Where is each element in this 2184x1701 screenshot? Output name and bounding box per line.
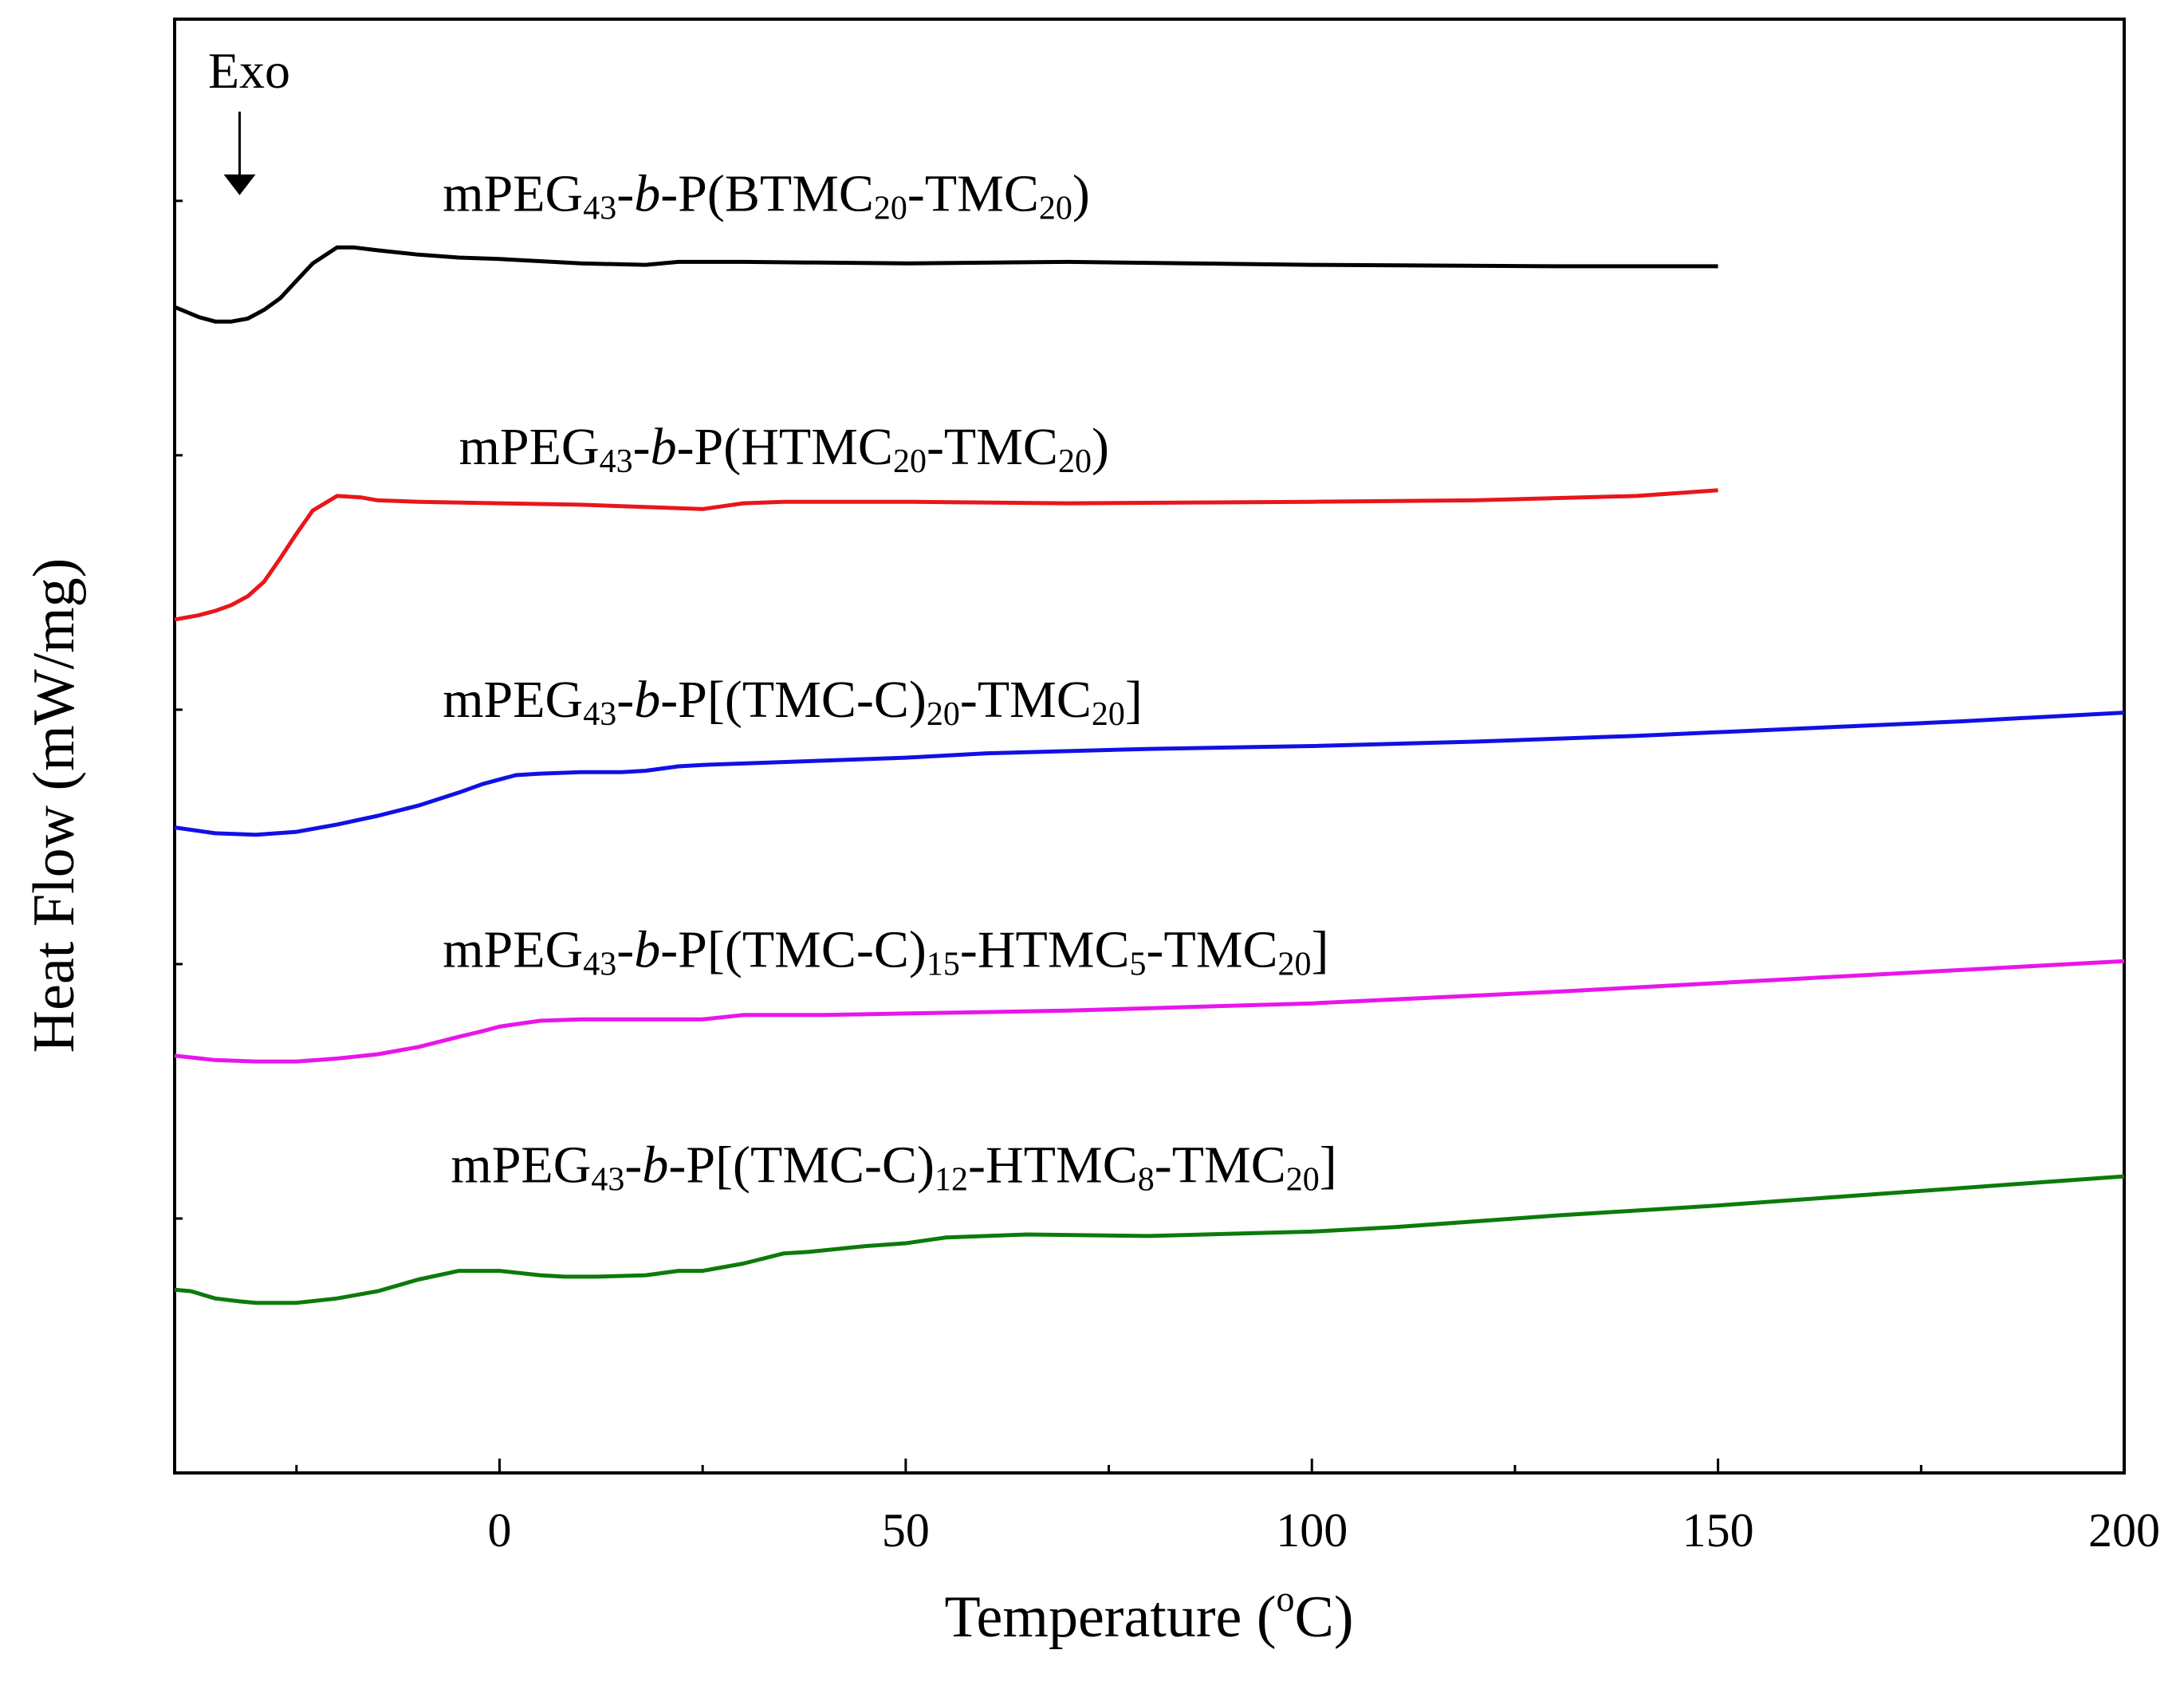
series-label-part: ] (1312, 921, 1329, 979)
series-label-part: ) (1092, 418, 1109, 476)
series-line-2 (174, 488, 1718, 622)
series-label-part: 43 (591, 1161, 624, 1198)
series-label-part: b (634, 671, 660, 729)
series-label-part: - (633, 418, 651, 476)
series-label-5: mPEG43-b-P[(TMC-C)12-HTMC8-TMC20] (451, 1136, 1336, 1198)
series-label-3: mPEG43-b-P[(TMC-C)20-TMC20] (443, 671, 1143, 733)
series-label-part: -HTMC (960, 921, 1130, 979)
series-label-part: b (634, 165, 660, 223)
x-tick-label: 100 (1276, 1504, 1348, 1557)
series-label-part: mPEG (443, 671, 583, 729)
series-line-5 (174, 1174, 2125, 1305)
series-label-part: 8 (1138, 1161, 1155, 1198)
series-label-part: -P[(TMC-C) (660, 671, 927, 729)
x-tick-label: 200 (2088, 1504, 2160, 1557)
series-label-part: mPEG (443, 921, 583, 979)
series-line-1 (174, 245, 1718, 324)
x-axis-label: Temperature (oC) (945, 1578, 1354, 1650)
series-label-part: b (651, 418, 677, 476)
series-label-part: - (616, 671, 634, 729)
series-label-part: ] (1320, 1136, 1337, 1194)
series-label-part: -P[(TMC-C) (668, 1136, 935, 1194)
series-label-part: -TMC (1155, 1136, 1286, 1194)
series-label-part: 20 (874, 191, 907, 227)
series-label-part: - (616, 165, 634, 223)
series-label-part: b (642, 1136, 668, 1194)
y-axis-label: Heat Flow (mW/mg) (22, 558, 87, 1053)
series-label-part: -TMC (1147, 921, 1278, 979)
series-label-2: mPEG43-b-P(HTMC20-TMC20) (459, 418, 1109, 480)
series-label-part: -TMC (927, 418, 1058, 476)
series-label-part: -TMC (960, 671, 1092, 729)
series-label-part: 20 (1039, 191, 1072, 227)
series-label-part: mPEG (459, 418, 600, 476)
series-label-part: 20 (1058, 443, 1092, 480)
x-tick-label: 150 (1682, 1504, 1754, 1557)
series-label-part: 43 (583, 696, 616, 733)
series-label-part: -P(BTMC (660, 165, 874, 223)
x-axis-label-main: Temperature ( (945, 1585, 1277, 1650)
series-label-part: -P[(TMC-C) (660, 921, 927, 979)
series-label-part: 5 (1130, 947, 1147, 983)
series-label-part: -P(HTMC (677, 418, 893, 476)
series-label-part: 20 (893, 443, 927, 480)
series-label-part: 43 (600, 443, 633, 480)
exo-arrow-head (223, 174, 256, 195)
series-line-3 (174, 711, 2125, 837)
series-label-1: mPEG43-b-P(BTMC20-TMC20) (443, 165, 1090, 227)
series-label-part: 20 (927, 696, 960, 733)
series-label-part: 12 (935, 1161, 968, 1198)
series-label-part: 20 (1278, 947, 1312, 983)
plot-frame (173, 18, 2126, 1475)
x-tick-label: 50 (882, 1504, 930, 1557)
series-label-part: 43 (583, 191, 616, 227)
series-label-part: -TMC (907, 165, 1039, 223)
series-label-part: 20 (1092, 696, 1125, 733)
series-label-part: ] (1125, 671, 1143, 729)
x-tick-label: 0 (488, 1504, 512, 1557)
exo-annotation: Exo (208, 42, 290, 99)
series-label-4: mPEG43-b-P[(TMC-C)15-HTMC5-TMC20] (443, 921, 1328, 983)
series-label-part: - (616, 921, 634, 979)
series-label-part: -HTMC (968, 1136, 1138, 1194)
series-label-part: mPEG (443, 165, 583, 223)
series-label-part: 20 (1286, 1161, 1320, 1198)
series-label-part: 43 (583, 947, 616, 983)
series-label-part: b (634, 921, 660, 979)
x-axis-label-degree: o (1276, 1578, 1294, 1619)
x-axis-label-unit: C) (1294, 1585, 1353, 1650)
series-label-part: 15 (927, 947, 960, 983)
series-label-part: ) (1072, 165, 1090, 223)
series-line-4 (174, 959, 2125, 1064)
series-label-part: - (624, 1136, 642, 1194)
series-label-part: mPEG (451, 1136, 591, 1194)
